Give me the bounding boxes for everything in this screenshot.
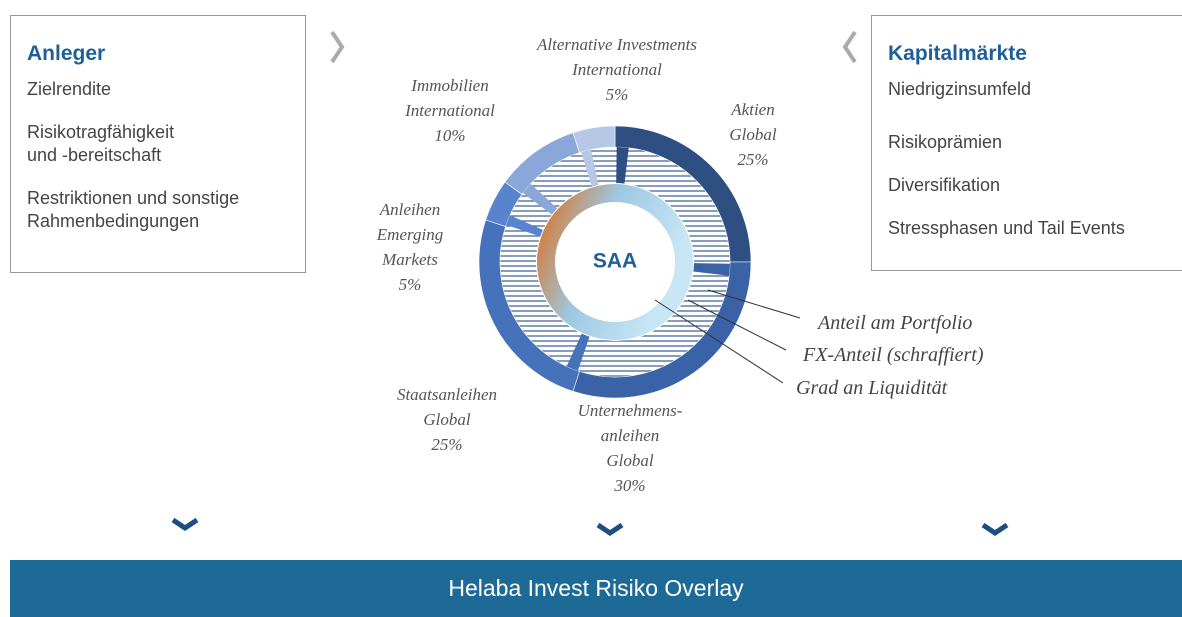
slice-inner xyxy=(693,263,730,276)
category-label: Immobilien International xyxy=(405,76,495,120)
slice-inner xyxy=(522,183,558,215)
box-item: Risikotragfähigkeit und -bereitschaft xyxy=(27,122,175,165)
chevron-left xyxy=(842,30,857,64)
slice-inner xyxy=(581,149,599,187)
ring-label: Anteil am Portfolio xyxy=(818,312,973,334)
hatch-ring xyxy=(500,147,730,377)
value-label: 25% xyxy=(737,150,769,169)
category-label: Anleihen Emerging Markets xyxy=(376,200,444,269)
slice-label: Aktien Global 25% xyxy=(729,97,776,172)
value-label: 5% xyxy=(398,275,422,294)
category-label: Staatsanleihen Global xyxy=(396,385,498,429)
slice-label: Anleihen Emerging Markets 5% xyxy=(377,197,443,297)
slice-inner xyxy=(506,215,543,237)
chevron-down xyxy=(596,522,624,537)
slice-inner xyxy=(616,147,629,184)
slice-label: Unternehmens- anleihen Global 30% xyxy=(578,398,683,498)
box-title: Anleger xyxy=(27,42,106,65)
donut xyxy=(478,125,752,399)
box-item: Diversifikation xyxy=(888,175,1001,195)
box-item: Restriktionen und sonstige Rahmenbedingu… xyxy=(27,188,240,231)
chevron-right xyxy=(330,30,345,64)
ring-label: Grad an Liquidität xyxy=(796,377,948,399)
right-box: Kapitalmärkte Niedrigzinsumfeld Risikopr… xyxy=(871,15,1182,271)
chevron-down xyxy=(981,522,1009,537)
value-label: 5% xyxy=(605,85,629,104)
box-item: Stressphasen und Tail Events xyxy=(888,218,1125,238)
pointer-line xyxy=(687,299,787,351)
ring-label: FX-Anteil (schraffiert) xyxy=(803,344,984,366)
box-item: Risikoprämien xyxy=(888,132,1003,152)
value-label: 25% xyxy=(431,435,463,454)
chevron-down xyxy=(171,517,199,532)
slice-label: Staatsanleihen Global 25% xyxy=(397,382,497,457)
box-item: Niedrigzinsumfeld xyxy=(888,79,1032,99)
pointer-line xyxy=(707,289,801,319)
left-box: Anleger Zielrendite Risikotragfähigkeit … xyxy=(10,15,306,273)
pointer-line xyxy=(654,299,784,384)
liquidity-ring xyxy=(537,184,693,340)
box-title: Kapitalmärkte xyxy=(888,42,1027,65)
banner: Helaba Invest Risiko Overlay xyxy=(10,560,1182,617)
category-label: Aktien Global xyxy=(729,100,777,144)
slice-inner xyxy=(566,333,590,371)
center-label: SAA xyxy=(593,250,637,273)
category-label: Unternehmens- anleihen Global xyxy=(577,401,683,470)
slice-label: Immobilien International 10% xyxy=(405,73,495,148)
box-item: Zielrendite xyxy=(27,79,112,99)
value-label: 10% xyxy=(434,126,466,145)
category-label: Alternative Investments International xyxy=(536,35,698,79)
value-label: 30% xyxy=(614,476,646,495)
slice-label: Alternative Investments International 5% xyxy=(537,32,697,107)
